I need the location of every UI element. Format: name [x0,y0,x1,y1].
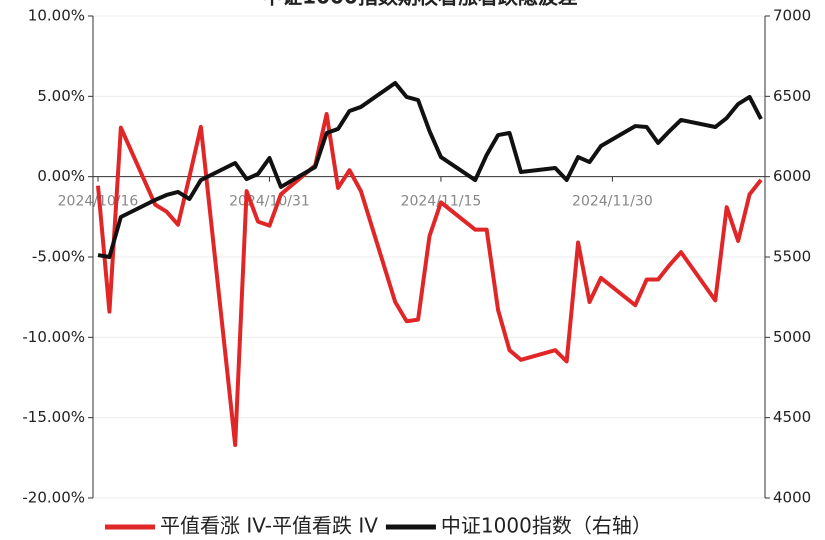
y-tick-label: 0.00% [37,167,85,185]
y2-tick-label: 7000 [773,7,811,25]
series-line [96,112,763,447]
y2-tick-label: 6000 [773,167,811,185]
y2-tick-label: 6500 [773,87,811,105]
legend-label: 中证1000指数（右轴） [441,514,652,538]
y-tick-label: -20.00% [22,489,85,507]
chart-title: 中证1000指数期权看涨看跌隐波差 [262,0,578,9]
y2-tick-label: 4000 [773,489,811,507]
y2-tick-label: 5000 [773,328,811,346]
x-tick-label: 2024/11/30 [572,194,653,210]
legend-label: 平值看涨 IV-平值看跌 IV [160,514,378,538]
series-line [97,80,763,259]
y-tick-label: -10.00% [22,328,85,346]
y2-tick-label: 5500 [773,248,811,266]
y-tick-label: -15.00% [22,408,85,426]
y2-tick-label: 4500 [773,408,811,426]
y-tick-label: 5.00% [37,87,85,105]
x-tick-label: 2024/10/31 [229,194,310,210]
y-tick-label: 10.00% [28,7,85,25]
y-tick-label: -5.00% [32,248,85,266]
